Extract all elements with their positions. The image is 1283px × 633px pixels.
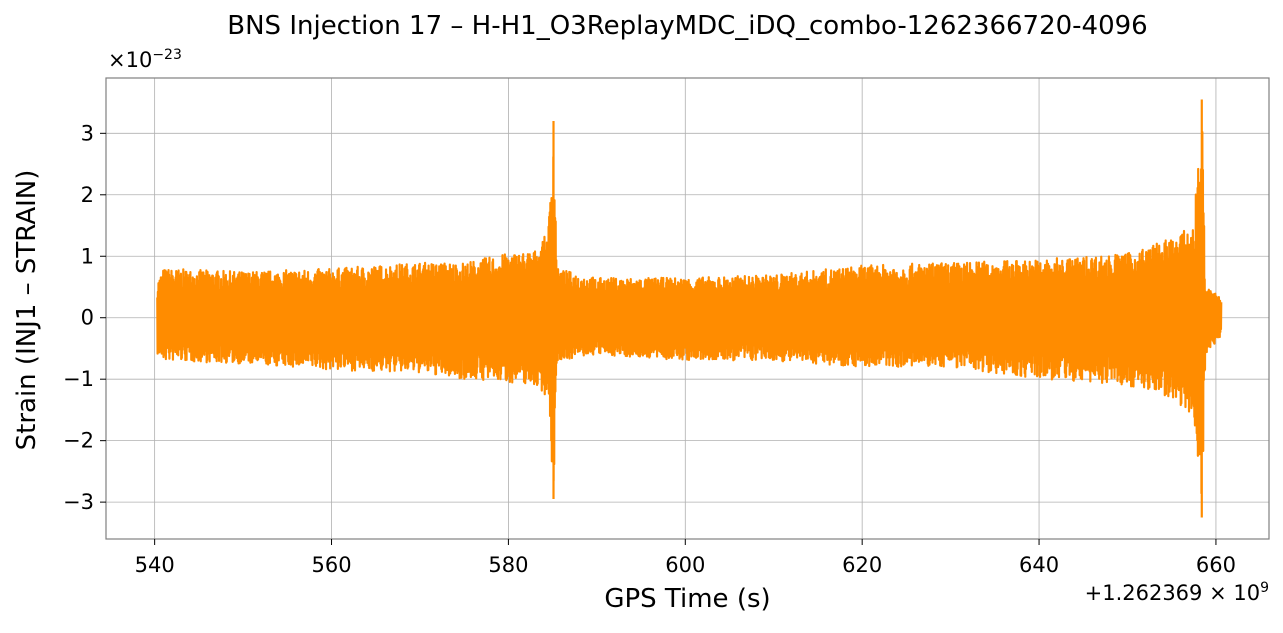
x-tick-label: 660 [1196,553,1236,577]
y-tick-label: 1 [81,244,94,268]
y-axis-multiplier: ×10−23 [108,47,182,72]
series-strain [156,99,1223,518]
x-offset-base: +1.262369 × 10 [1084,581,1261,605]
series-line [156,99,1223,518]
y-tick-label: 3 [81,121,94,145]
y-tick-label: −1 [63,367,94,391]
x-tick-label: 620 [842,553,882,577]
x-axis-ticks: 540 560 580 600 620 640 660 [135,539,1236,577]
x-tick-label: 560 [311,553,351,577]
y-axis-label: Strain (INJ1 – STRAIN) [12,169,42,451]
x-axis-offset: +1.262369 × 109 [1085,580,1269,605]
y-tick-label: 2 [81,183,94,207]
y-tick-label: −3 [63,490,94,514]
x-tick-label: 640 [1019,553,1059,577]
y-axis-ticks: −3 −2 −1 0 1 2 3 [63,121,106,514]
x-tick-label: 540 [135,553,175,577]
x-axis-label: GPS Time (s) [604,584,771,614]
x-tick-label: 580 [488,553,528,577]
y-tick-label: −2 [63,429,94,453]
x-offset-exponent: 9 [1260,580,1269,596]
chart-title: BNS Injection 17 – H-H1_O3ReplayMDC_iDQ_… [227,11,1148,41]
y-multiplier-base: ×10 [108,48,153,72]
plot-frame [105,77,1270,540]
x-tick-label: 600 [665,553,705,577]
y-multiplier-exponent: −23 [152,47,182,63]
y-tick-label: 0 [81,306,94,330]
